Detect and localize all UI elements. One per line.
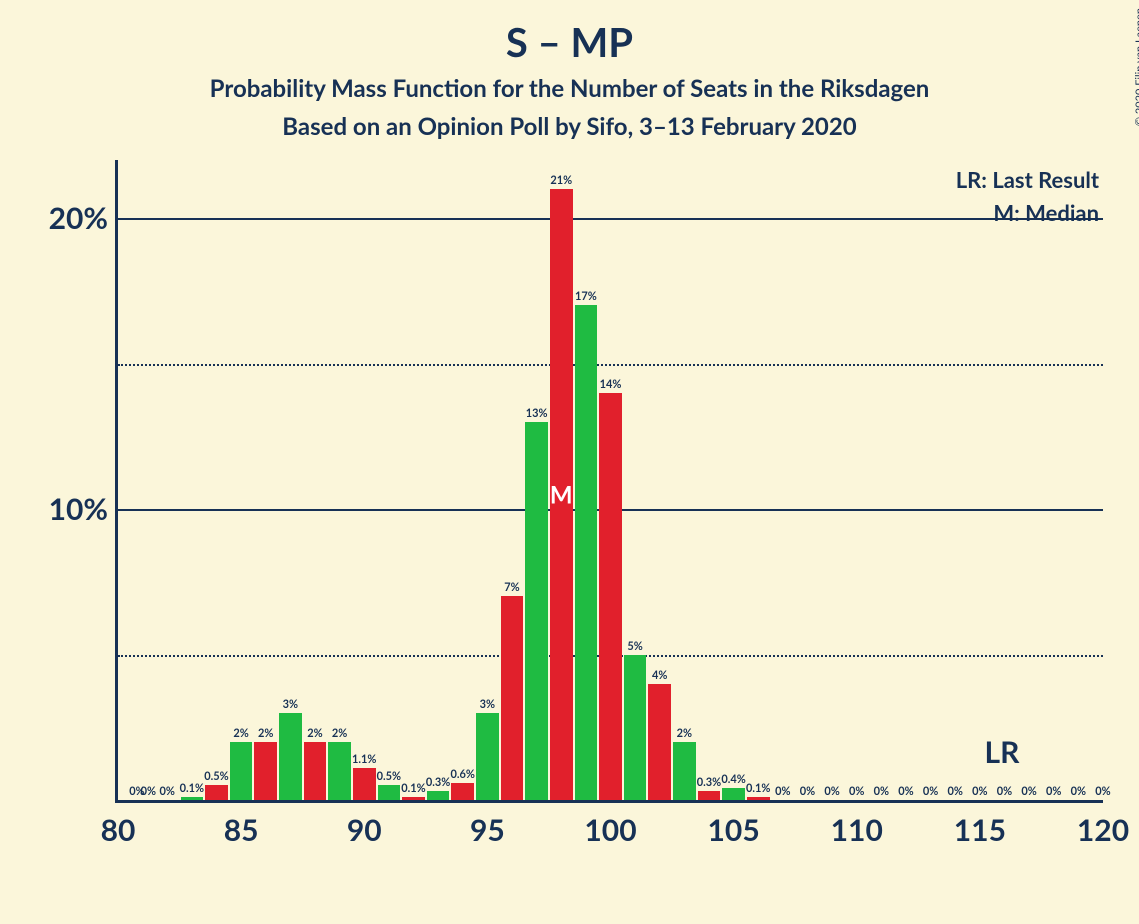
bar-value-label: 0% [1046,785,1061,800]
bar-value-label: 0.3% [697,776,721,791]
bar-value-label: 2% [233,727,248,742]
bar: 2% [304,742,327,800]
bar-value-label: 0.1% [180,782,204,797]
bar: 0.5% [378,785,401,800]
bar-value-label: 13% [526,407,548,422]
bar-value-label: 0.4% [721,773,745,788]
bar: 3% [279,713,302,800]
bar-value-label: 0% [141,785,156,800]
bar-value-label: 0.5% [377,770,401,785]
bar: 2% [328,742,351,800]
bar-value-label: 2% [332,727,347,742]
page-title: S – MP [0,18,1139,66]
x-axis-tick: 115 [954,800,1006,848]
bar-value-label: 0% [1021,785,1036,800]
plot-area: LR: Last Result M: Median 10%20%80859095… [115,160,1103,803]
bar-value-label: 7% [504,581,519,596]
bar-value-label: 0% [898,785,913,800]
bar: 2% [254,742,277,800]
subtitle-line-1: Probability Mass Function for the Number… [0,74,1139,103]
legend-lr: LR: Last Result [956,166,1099,193]
x-axis-tick: 120 [1077,800,1129,848]
x-axis-tick: 110 [831,800,883,848]
copyright-text: © 2020 Filip van Laenen [1133,8,1139,126]
bar: 0.3% [427,791,450,800]
bar-value-label: 0% [923,785,938,800]
median-mark: M [550,480,573,509]
subtitle-line-2: Based on an Opinion Poll by Sifo, 3–13 F… [0,112,1139,141]
y-axis-tick: 20% [49,200,118,236]
bar-value-label: 0% [849,785,864,800]
bar-value-label: 0.1% [746,782,770,797]
bar: 0.1% [747,797,770,800]
bar-value-label: 0.1% [401,782,425,797]
bar: 7% [501,596,524,800]
bar-value-label: 0% [160,785,175,800]
bar-value-label: 5% [627,640,642,655]
bar: 2% [230,742,253,800]
bar-value-label: 0% [1095,785,1110,800]
x-axis-tick: 100 [584,800,636,848]
legend-m: M: Median [956,199,1099,226]
bar-value-label: 2% [258,727,273,742]
bar-value-label: 0% [972,785,987,800]
bar-value-label: 2% [307,727,322,742]
bar: 0.4% [722,788,745,800]
bar-value-label: 0% [948,785,963,800]
bar-value-label: 17% [575,290,597,305]
bar: 1.1% [353,768,376,800]
bar: 0.5% [205,785,228,800]
bar: 3% [476,713,499,800]
bar: 0.6% [451,783,474,800]
bar-value-label: 0% [997,785,1012,800]
bar: 17% [575,305,598,800]
bar-value-label: 3% [480,698,495,713]
bar-value-label: 2% [677,727,692,742]
bar-value-label: 0.3% [426,776,450,791]
bar-value-label: 4% [652,669,667,684]
bar-value-label: 14% [600,378,622,393]
gridline-major [118,218,1103,220]
bar-value-label: 0% [775,785,790,800]
x-axis-tick: 90 [347,800,382,848]
bar-value-label: 1.1% [352,753,376,768]
x-axis-tick: 95 [470,800,505,848]
bar: 2% [673,742,696,800]
bar-value-label: 0% [874,785,889,800]
bar-value-label: 3% [283,698,298,713]
y-axis-tick: 10% [49,491,118,527]
legend: LR: Last Result M: Median [956,166,1099,226]
x-axis-tick: 105 [708,800,760,848]
gridline-minor [118,364,1103,366]
bar: 14% [599,393,622,800]
bar: 0.1% [181,797,204,800]
bar-value-label: 0.6% [451,768,475,783]
x-axis-tick: 80 [101,800,136,848]
bar: 13% [525,422,548,800]
last-result-label: LR [985,734,1020,770]
bar: 0.3% [698,791,721,800]
bar-value-label: 21% [550,174,572,189]
x-axis-tick: 85 [224,800,259,848]
bar: 0.1% [402,797,425,800]
bar-value-label: 0% [1071,785,1086,800]
bar-value-label: 0% [800,785,815,800]
bar-value-label: 0% [824,785,839,800]
bar-value-label: 0.5% [204,770,228,785]
bar: 5% [624,655,647,800]
bar: 4% [648,684,671,800]
